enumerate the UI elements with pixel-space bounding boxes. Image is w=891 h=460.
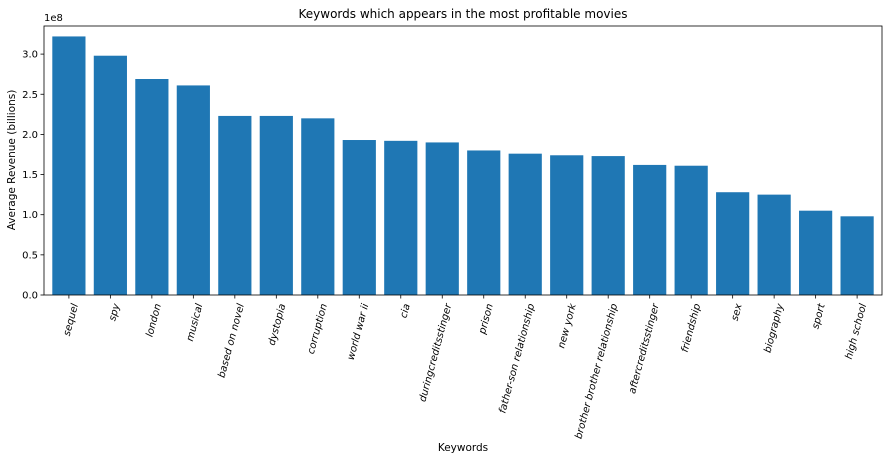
x-tick-label: world war ii [346, 302, 372, 361]
bar-sex [716, 192, 750, 295]
x-tick-label: dystopia [267, 303, 289, 347]
x-tick-label: corruption [306, 303, 330, 356]
x-tick-label: cia [399, 303, 413, 320]
bar-corruption [301, 118, 335, 295]
bar-father-son-relationship [508, 153, 542, 295]
x-tick-label: new york [556, 301, 579, 349]
x-axis-label: Keywords [438, 442, 488, 454]
x-tick-label: sport [810, 302, 828, 331]
y-tick-label: 0.0 [22, 291, 38, 302]
y-tick-label: 3.0 [22, 50, 38, 61]
bar-dystopia [259, 115, 293, 296]
x-tick-label: sex [730, 303, 745, 323]
y-tick-label: 1.5 [22, 170, 38, 181]
x-tick-label: brother brother relationship [574, 303, 621, 441]
y-tick-label: 0.5 [22, 250, 38, 261]
x-tick-label: sequel [62, 302, 81, 337]
bar-duringcreditsstinger [425, 142, 459, 295]
bar-new-york [550, 155, 584, 295]
bar-spy [93, 55, 127, 296]
bar-based-on-novel [218, 115, 252, 296]
x-tick-label: musical [185, 302, 206, 342]
x-tick-label: biography [763, 302, 787, 355]
x-axis-ticks: sequel spy london musical based on novel dyst… [62, 295, 869, 440]
x-tick-label: friendship [680, 303, 704, 354]
bar-musical [176, 85, 210, 295]
bar-biography [757, 194, 791, 295]
bar-friendship [674, 165, 708, 295]
bar-brother-brother-relationship [591, 156, 625, 295]
x-tick-label: prison [477, 303, 496, 337]
x-tick-label: london [145, 303, 164, 339]
bar-cia [384, 140, 418, 295]
bar-world-war-ii [342, 140, 376, 295]
bar-sport [799, 210, 833, 295]
x-tick-label: duringcreditsstinger [418, 302, 455, 403]
x-tick-label: spy [107, 302, 122, 323]
x-tick-label: aftercreditsstinger [627, 302, 662, 395]
y-tick-label: 2.5 [22, 90, 38, 101]
bars-group [52, 36, 874, 296]
bar-london [135, 79, 169, 295]
plot-frame [43, 25, 883, 296]
bar-aftercreditsstinger [633, 164, 667, 295]
y-axis-label: Average Revenue (billions) [6, 90, 18, 231]
x-tick-label: father-son relationship [497, 303, 537, 415]
y-axis-offset-label: 1e8 [44, 13, 63, 24]
bar-high-school [840, 216, 874, 295]
y-tick-label: 2.0 [22, 130, 38, 141]
bar-sequel [52, 36, 86, 295]
chart-title: Keywords which appears in the most profi… [299, 7, 628, 21]
bar-prison [467, 150, 501, 295]
y-tick-label: 1.0 [22, 210, 38, 221]
x-tick-label: high school [844, 302, 869, 360]
y-axis-ticks: 0.0 0.5 1.0 1.5 2.0 2.5 3.0 [22, 50, 44, 302]
x-tick-label: based on novel [217, 302, 247, 379]
